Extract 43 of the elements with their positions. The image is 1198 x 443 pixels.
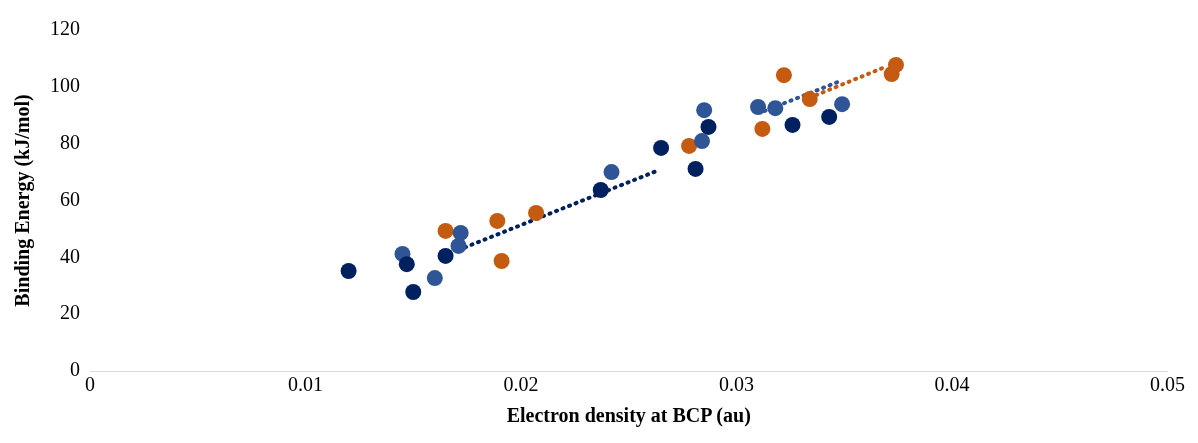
point [528, 205, 545, 221]
point [452, 224, 469, 241]
point [696, 102, 713, 119]
point [398, 256, 415, 273]
point [784, 116, 801, 133]
point [767, 100, 784, 117]
point [687, 160, 704, 177]
x-tick-label: 0.01 [288, 373, 323, 396]
point [700, 118, 717, 135]
point [754, 120, 771, 137]
point [450, 237, 467, 254]
x-tick-label: 0.03 [719, 373, 754, 396]
point [775, 67, 792, 84]
y-tick-label: 100 [50, 74, 80, 97]
point [603, 164, 620, 181]
y-tick-label: 120 [50, 17, 80, 40]
point [801, 91, 818, 108]
point [834, 96, 851, 113]
point [750, 99, 767, 116]
point [681, 137, 698, 154]
point [437, 247, 454, 264]
x-axis-title: Electron density at BCP (au) [506, 404, 751, 428]
point [592, 181, 609, 198]
y-tick-label: 60 [60, 187, 80, 210]
x-tick-label: 0.04 [934, 373, 970, 396]
point [437, 222, 454, 239]
point [426, 270, 443, 287]
x-tick-label: 0.02 [503, 373, 539, 396]
x-tick-label: 0.05 [1150, 373, 1185, 396]
y-tick-label: 40 [60, 244, 80, 267]
x-tick-label: 0 [85, 373, 95, 396]
point [340, 262, 357, 279]
point [653, 139, 670, 156]
y-tick-label: 20 [60, 301, 80, 324]
point [821, 108, 838, 125]
y-axis-title: Binding Energy (kJ/mol) [11, 94, 35, 307]
point [405, 284, 422, 300]
point [694, 133, 711, 150]
point [489, 212, 506, 229]
y-tick-label: 0 [70, 358, 80, 381]
y-tick-label: 80 [60, 130, 80, 153]
point [887, 56, 904, 73]
point [493, 253, 510, 270]
